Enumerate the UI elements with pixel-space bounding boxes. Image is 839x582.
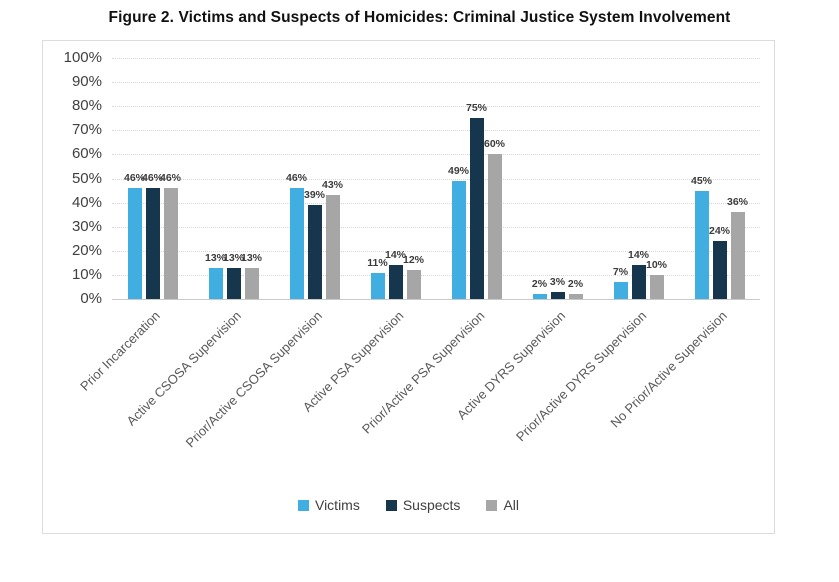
bar-group: 49% 75% 60% bbox=[436, 58, 517, 299]
bar-value-label: 43% bbox=[321, 179, 344, 192]
bar-value-label: 10% bbox=[645, 258, 668, 271]
bar-victims bbox=[370, 272, 385, 299]
bar-value-label: 75% bbox=[465, 102, 488, 115]
legend-item: Suspects bbox=[385, 497, 461, 513]
y-axis-tick-label: 0% bbox=[80, 290, 102, 307]
bar-value-label: 13% bbox=[240, 251, 263, 264]
bar-value-label: 7% bbox=[612, 266, 629, 279]
gridline bbox=[112, 154, 760, 156]
bar-group: 13% 13% 13% bbox=[193, 58, 274, 299]
bar-value-label: 45% bbox=[690, 174, 713, 187]
legend-label: Victims bbox=[314, 497, 360, 513]
bar-all bbox=[487, 154, 502, 299]
bar-group: 7% 14% 10% bbox=[598, 58, 679, 299]
gridline bbox=[112, 106, 760, 108]
y-axis-tick-label: 20% bbox=[71, 241, 102, 259]
bar-all bbox=[163, 188, 178, 299]
x-axis-category-label: Prior/Active DYRS Supervision bbox=[512, 308, 650, 445]
legend-label: Suspects bbox=[402, 497, 461, 513]
y-axis-tick-label: 40% bbox=[71, 193, 102, 211]
bar-all bbox=[325, 195, 340, 299]
y-axis-tick-label: 70% bbox=[71, 121, 102, 139]
bar-value-label: 46% bbox=[285, 172, 308, 185]
x-axis-category-label: Prior Incarceration bbox=[77, 308, 164, 394]
bar-value-label: 12% bbox=[402, 254, 425, 267]
figure-title: Figure 2. Victims and Suspects of Homici… bbox=[108, 9, 731, 26]
bar-victims bbox=[613, 282, 628, 299]
gridline bbox=[112, 178, 760, 180]
bar-value-label: 39% bbox=[303, 189, 326, 202]
bar-victims bbox=[208, 267, 223, 299]
gridline bbox=[112, 58, 760, 59]
y-axis-tick-label: 10% bbox=[71, 265, 102, 283]
legend-swatch-suspects bbox=[385, 499, 397, 511]
bar-value-label: 46% bbox=[123, 172, 146, 185]
bar-suspects bbox=[469, 118, 484, 299]
y-axis-tick-label: 80% bbox=[71, 97, 102, 115]
bar-all bbox=[649, 274, 664, 299]
bar-group: 45% 24% 36% bbox=[679, 58, 760, 299]
legend-label: All bbox=[503, 497, 519, 513]
bar-victims bbox=[532, 294, 547, 299]
bar-all bbox=[568, 294, 583, 299]
y-axis-tick-label: 90% bbox=[71, 73, 102, 91]
bar-value-label: 11% bbox=[367, 256, 388, 269]
legend: Victims Suspects All bbox=[43, 497, 774, 513]
bar-value-label: 60% bbox=[483, 138, 506, 151]
bar-group: 46% 39% 43% bbox=[274, 58, 355, 299]
bar-value-label: 13% bbox=[204, 251, 227, 264]
chart-frame: 0% 10% 20% 30% 40% 50% 60% 70% 80% 90% 100% 46% 46% 4… bbox=[42, 40, 775, 534]
bar-suspects bbox=[712, 241, 727, 299]
bar-value-label: 2% bbox=[567, 278, 584, 291]
bar-suspects bbox=[388, 265, 403, 299]
bar-value-label: 14% bbox=[627, 249, 650, 262]
gridline bbox=[112, 274, 760, 276]
bar-value-label: 14% bbox=[384, 249, 407, 262]
bar-value-label: 46% bbox=[159, 172, 182, 185]
bar-suspects bbox=[145, 188, 160, 299]
legend-item: All bbox=[486, 497, 519, 513]
bar-group: 11% 14% 12% bbox=[355, 58, 436, 299]
y-axis-tick-label: 50% bbox=[71, 169, 102, 187]
gridline bbox=[112, 130, 760, 132]
bar-victims bbox=[127, 188, 142, 299]
bar-suspects bbox=[307, 205, 322, 299]
legend-swatch-all bbox=[486, 499, 498, 511]
gridline bbox=[112, 250, 760, 252]
bar-suspects bbox=[550, 291, 565, 299]
x-axis-category-label: Prior/Active CSOSA Supervision bbox=[182, 308, 326, 451]
legend-swatch-victims bbox=[297, 499, 309, 511]
legend-item: Victims bbox=[297, 497, 360, 513]
bar-victims bbox=[694, 190, 709, 299]
bar-all bbox=[406, 270, 421, 299]
plot-area: 0% 10% 20% 30% 40% 50% 60% 70% 80% 90% 100% 46% 46% 4… bbox=[64, 50, 760, 307]
bar-value-label: 13% bbox=[222, 251, 245, 264]
gridline bbox=[112, 226, 760, 228]
bar-value-label: 24% bbox=[708, 225, 731, 238]
bar-value-label: 2% bbox=[531, 278, 548, 291]
x-axis-line bbox=[112, 299, 760, 300]
bar-value-label: 46% bbox=[141, 172, 164, 185]
bar-value-label: 3% bbox=[549, 275, 566, 288]
bar-suspects bbox=[631, 265, 646, 299]
gridline bbox=[112, 82, 760, 84]
bar-value-label: 49% bbox=[447, 164, 470, 177]
bar-all bbox=[730, 212, 745, 299]
bar-suspects bbox=[226, 267, 241, 299]
y-axis-tick-label: 60% bbox=[71, 145, 102, 163]
y-axis-tick-label: 30% bbox=[71, 217, 102, 235]
bar-group: 46% 46% 46% bbox=[112, 58, 193, 299]
bar-group: 2% 3% 2% bbox=[517, 58, 598, 299]
gridline bbox=[112, 202, 760, 204]
bar-victims bbox=[451, 180, 466, 299]
bar-all bbox=[244, 267, 259, 299]
bar-value-label: 36% bbox=[726, 196, 749, 209]
bar-victims bbox=[289, 188, 304, 299]
y-axis-tick-label: 100% bbox=[63, 49, 102, 66]
